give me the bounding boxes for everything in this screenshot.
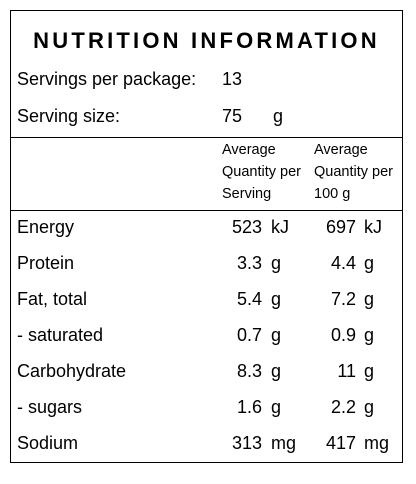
per-serving-value: 523 — [231, 217, 262, 237]
per-serving-value: 0.7 — [236, 325, 262, 345]
header-per-serving-line: Average — [222, 142, 276, 158]
per-100g-value: 11 — [337, 361, 356, 381]
per-100g-value: 7.2 — [330, 289, 356, 309]
nutrient-row: Sodium 313 mg 417 mg — [11, 427, 402, 463]
per-100g-value: 0.9 — [330, 325, 356, 345]
nutrient-name: Sodium — [17, 433, 79, 453]
per-100g-unit: g — [364, 397, 375, 417]
header-per-serving: Average Quantity per Serving — [222, 139, 317, 205]
per-serving-value: 313 — [231, 433, 262, 453]
per-100g-unit: g — [364, 361, 375, 381]
nutrient-name: Carbohydrate — [17, 361, 127, 381]
per-serving-value: 5.4 — [236, 289, 262, 309]
per-100g-unit: kJ — [364, 217, 382, 237]
nutrient-name: Protein — [17, 253, 75, 273]
nutrient-name: Energy — [17, 217, 75, 237]
nutrient-row: - saturated 0.7 g 0.9 g — [11, 319, 402, 355]
per-serving-value: 3.3 — [236, 253, 262, 273]
nutrient-name: - sugars — [17, 397, 83, 417]
panel-title: NUTRITION INFORMATION — [33, 28, 380, 53]
nutrient-row: Fat, total 5.4 g 7.2 g — [11, 283, 402, 319]
nutrient-row: Energy 523 kJ 697 kJ — [11, 211, 402, 247]
header-per-100g-line: Average — [314, 142, 368, 158]
per-serving-value: 1.6 — [236, 397, 262, 417]
per-serving-unit: mg — [271, 433, 297, 453]
per-100g-unit: mg — [364, 433, 390, 453]
nutrient-row: Protein 3.3 g 4.4 g — [11, 247, 402, 283]
per-serving-value: 8.3 — [236, 361, 262, 381]
per-serving-unit: g — [271, 397, 282, 417]
servings-value: 13 — [222, 69, 243, 89]
header-per-serving-line: Serving — [222, 186, 272, 202]
per-serving-unit: g — [271, 253, 282, 273]
per-serving-unit: g — [271, 361, 282, 381]
serving-size-label: Serving size: — [17, 106, 121, 126]
per-serving-unit: g — [271, 325, 282, 345]
per-100g-value: 4.4 — [330, 253, 356, 273]
header-per-serving-line: Quantity per — [222, 164, 301, 180]
per-serving-unit: kJ — [271, 217, 289, 237]
servings-label: Servings per package: — [17, 69, 197, 89]
header-per-100g: Average Quantity per 100 g — [314, 139, 409, 205]
per-100g-unit: g — [364, 325, 375, 345]
serving-size-unit: g — [273, 106, 284, 126]
header-per-100g-line: Quantity per — [314, 164, 393, 180]
divider-top — [11, 137, 402, 138]
per-100g-value: 697 — [325, 217, 356, 237]
serving-size-value: 75 — [222, 106, 243, 126]
divider-header — [11, 210, 402, 211]
nutrition-panel: NUTRITION INFORMATION Servings per packa… — [10, 10, 403, 463]
header-per-100g-line: 100 g — [314, 186, 351, 202]
per-serving-unit: g — [271, 289, 282, 309]
nutrient-row: - sugars 1.6 g 2.2 g — [11, 391, 402, 427]
nutrient-row: Carbohydrate 8.3 g 11 g — [11, 355, 402, 391]
per-100g-value: 2.2 — [330, 397, 356, 417]
per-100g-value: 417 — [325, 433, 356, 453]
per-100g-unit: g — [364, 253, 375, 273]
nutrient-name: Fat, total — [17, 289, 88, 309]
per-100g-unit: g — [364, 289, 375, 309]
nutrient-name: - saturated — [17, 325, 104, 345]
